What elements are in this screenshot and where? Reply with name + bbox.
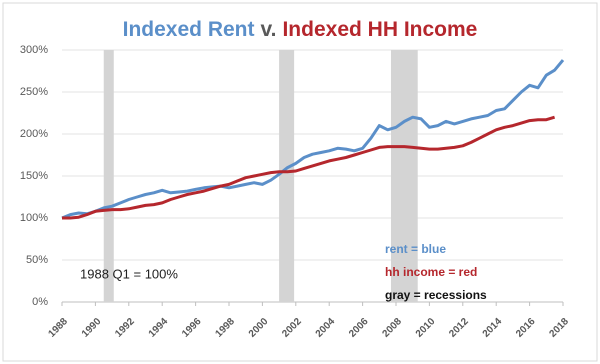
chart-title: Indexed Rent v. Indexed HH Income [123,18,478,41]
y-tick-label: 0% [32,296,48,308]
title-part: Indexed HH Income [282,18,477,41]
y-tick-label: 200% [20,128,48,140]
recession-band [279,50,295,302]
annotation: gray = recessions [385,288,487,302]
recession-band [103,50,114,302]
title-part: v. [261,18,277,41]
title-part: Indexed Rent [123,18,255,41]
annotation: hh income = red [385,265,477,279]
annotation: 1988 Q1 = 100% [80,266,178,281]
y-tick-label: 250% [20,86,48,98]
series-line [61,59,565,220]
series-line [62,115,556,220]
y-tick-label: 50% [26,254,48,266]
recession-band [390,50,418,302]
y-tick-label: 100% [20,212,48,224]
y-tick-label: 150% [20,170,48,182]
y-tick-label: 300% [20,44,48,56]
annotation: rent = blue [385,242,446,256]
